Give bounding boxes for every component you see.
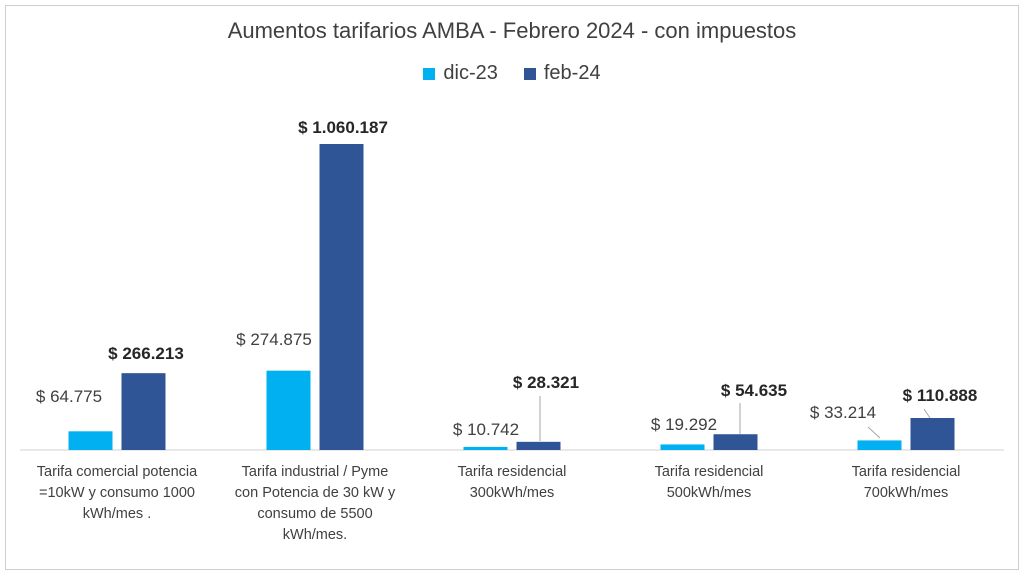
legend-label-dic-23: dic-23 [443, 62, 498, 84]
leader-line-dic-23-4 [867, 426, 881, 439]
category-label-line: Tarifa industrial / Pyme [241, 464, 389, 480]
legend: dic-23 feb-24 [0, 62, 1024, 85]
bar-dic-23-1 [266, 370, 311, 450]
legend-label-feb-24: feb-24 [543, 62, 601, 84]
bar-dic-23-0 [68, 431, 113, 450]
bar-dic-23-2 [463, 446, 508, 450]
data-label-dic-23-2: $ 10.742 [453, 420, 519, 439]
data-label-dic-23-4: $ 33.214 [810, 403, 876, 422]
category-label-line: 700kWh/mes [863, 485, 949, 501]
data-label-feb-24-2: $ 28.321 [513, 373, 579, 392]
chart-title: Aumentos tarifarios AMBA - Febrero 2024 … [227, 18, 797, 43]
category-label-line: kWh/mes . [82, 506, 152, 522]
category-label-line: Tarifa comercial potencia [36, 464, 198, 480]
data-label-dic-23-1: $ 274.875 [236, 330, 312, 349]
leader-line-feb-24-4 [923, 408, 931, 419]
bar-feb-24-0 [121, 373, 166, 450]
category-label-line: Tarifa residencial [457, 464, 567, 480]
legend-swatch-dic-23 [423, 67, 436, 80]
legend-entry-feb-24: feb-24 [523, 62, 601, 85]
legend-entry-dic-23: dic-23 [423, 62, 498, 85]
category-label-1: Tarifa industrial / Pyme con Potencia de … [215, 462, 415, 546]
category-label-line: consumo de 5500 [257, 506, 373, 522]
data-label-feb-24-3: $ 54.635 [721, 381, 787, 400]
category-label-2: Tarifa residencial 300kWh/mes [412, 462, 612, 504]
category-label-4: Tarifa residencial 700kWh/mes [806, 462, 1006, 504]
data-label-feb-24-1: $ 1.060.187 [298, 118, 388, 137]
category-label-0: Tarifa comercial potencia =10kW y consumo… [17, 462, 217, 525]
category-label-line: Tarifa residencial [851, 464, 961, 480]
category-label-line: =10kW y consumo 1000 [39, 485, 195, 501]
chart-frame [5, 5, 1019, 570]
category-label-line: 300kWh/mes [469, 485, 555, 501]
bar-dic-23-3 [660, 444, 705, 450]
bar-feb-24-4 [910, 417, 955, 450]
data-label-feb-24-0: $ 266.213 [108, 344, 184, 363]
data-label-feb-24-4: $ 110.888 [903, 386, 978, 405]
category-label-line: Tarifa residencial [654, 464, 764, 480]
data-label-dic-23-0: $ 64.775 [36, 387, 102, 406]
data-label-dic-23-3: $ 19.292 [651, 415, 717, 434]
bar-feb-24-2 [516, 441, 561, 450]
category-label-line: kWh/mes. [282, 527, 348, 543]
legend-swatch-feb-24 [523, 67, 536, 80]
category-label-3: Tarifa residencial 500kWh/mes [609, 462, 809, 504]
bar-feb-24-3 [713, 434, 758, 450]
bar-feb-24-1 [319, 144, 364, 450]
category-label-line: 500kWh/mes [666, 485, 752, 501]
category-label-line: con Potencia de 30 kW y [234, 485, 396, 501]
bar-dic-23-4 [857, 440, 902, 450]
